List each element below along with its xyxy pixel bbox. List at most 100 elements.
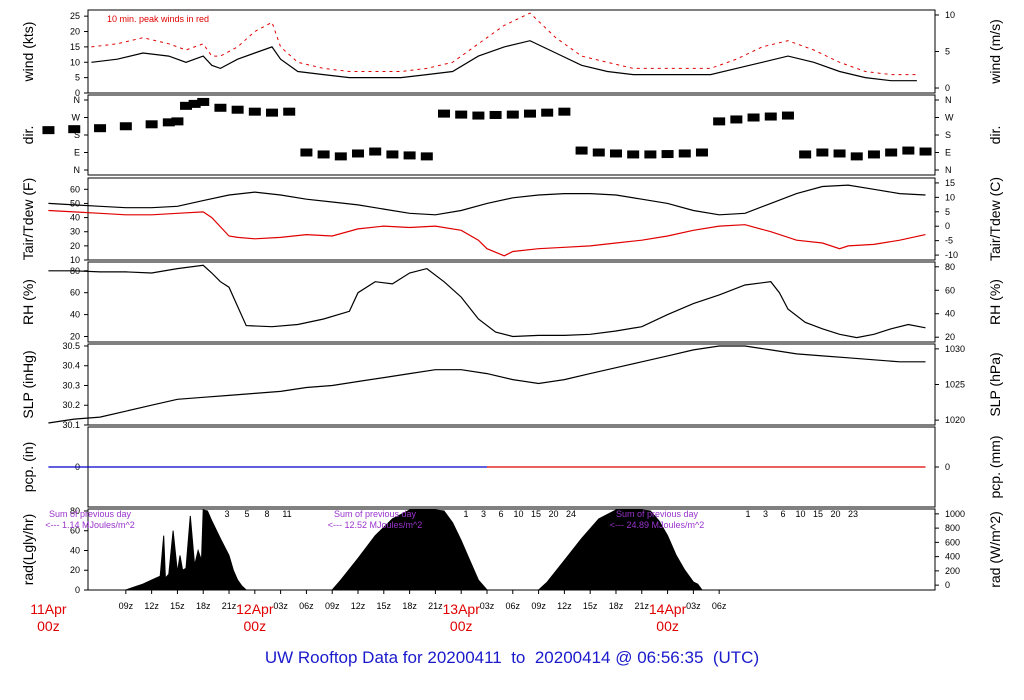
- left-tick-label: 0: [75, 585, 80, 595]
- left-tick-label: 30: [70, 227, 80, 237]
- direction-point: [171, 117, 184, 126]
- day-label: 13Apr: [443, 601, 481, 617]
- rad-note-line1: Sum of previous day: [616, 509, 699, 519]
- rad-hour-mark: 6: [498, 509, 503, 519]
- x-tick-label: 06z: [299, 601, 314, 611]
- rad-hour-mark: 20: [830, 509, 840, 519]
- right-tick-label: 200: [945, 566, 960, 576]
- direction-point: [902, 146, 915, 155]
- direction-point: [867, 150, 880, 159]
- rad-hour-mark: 24: [566, 509, 576, 519]
- x-tick-label: 09z: [119, 601, 134, 611]
- right-tick-label: 15: [945, 178, 955, 188]
- x-tick-label: 06z: [712, 601, 727, 611]
- ylabel-left: pcp. (in): [20, 442, 36, 493]
- left-tick-label: 60: [70, 526, 80, 536]
- ylabel-left: wind (kts): [20, 22, 36, 83]
- left-tick-label: 40: [70, 545, 80, 555]
- left-tick-label: 30.1: [62, 420, 80, 430]
- right-tick-label: 40: [945, 309, 955, 319]
- right-tick-label: 0: [945, 83, 950, 93]
- direction-point: [850, 152, 863, 161]
- direction-point: [523, 109, 536, 118]
- left-tick-label: 50: [70, 198, 80, 208]
- x-tick-label: 09z: [531, 601, 546, 611]
- left-tick-label: 80: [70, 506, 80, 516]
- day-label: 12Apr: [236, 601, 274, 617]
- rad-hour-mark: 15: [813, 509, 823, 519]
- x-axis: 09z 12z 15z 18z 21z 03z 06z 09z 12z 15z 18z 21z 03z 0…: [30, 590, 727, 634]
- series-RH: [48, 264, 926, 339]
- footer-time: 06:56:35: [637, 648, 704, 667]
- footer-at: @: [615, 648, 633, 667]
- ylabel-right: SLP (hPa): [987, 352, 1003, 416]
- direction-point: [713, 117, 726, 126]
- direction-point: [68, 125, 81, 134]
- day-time-label: 00z: [450, 618, 473, 634]
- direction-point: [627, 150, 640, 159]
- rad-hour-mark: 3: [763, 509, 768, 519]
- rad-hour-mark: 6: [780, 509, 785, 519]
- rad-hour-mark: 1: [204, 509, 209, 519]
- ylabel-right: Tair/Tdew (C): [987, 177, 1003, 261]
- direction-point: [197, 97, 210, 106]
- right-tick-label: 0: [945, 580, 950, 590]
- radiation-area: [125, 509, 703, 591]
- direction-point: [145, 120, 158, 129]
- right-tick-label: 20: [945, 332, 955, 342]
- panel-wind: wind (kts) wind (m/s) 0 5 10 15 20 25 0 5 10 10 min…: [20, 9, 1003, 98]
- panel-frame: [87, 177, 936, 261]
- direction-point: [541, 108, 554, 117]
- left-tick-label: 20: [70, 565, 80, 575]
- day-label: 11Apr: [30, 601, 67, 617]
- right-tick-label: E: [945, 148, 951, 158]
- footer-to: to: [511, 648, 526, 667]
- direction-point: [386, 150, 399, 159]
- x-tick-label: 09z: [325, 601, 340, 611]
- series-wind: [91, 40, 917, 82]
- wind-annotation: 10 min. peak winds in red: [107, 14, 209, 24]
- right-tick-label: 1020: [945, 415, 965, 425]
- rad-note-line2: <--- 12.52 MJoules/m^2: [328, 520, 423, 530]
- rad-hour-mark: 10: [795, 509, 805, 519]
- x-tick-label: 18z: [196, 601, 211, 611]
- right-tick-label: 600: [945, 537, 960, 547]
- series-SLP: [48, 345, 926, 424]
- left-tick-label: 20: [70, 27, 80, 37]
- direction-point: [188, 99, 201, 108]
- day-label: 14Apr: [649, 601, 687, 617]
- right-tick-label: -10: [945, 250, 958, 260]
- direction-point: [162, 118, 175, 127]
- footer-prefix: UW Rooftop Data for: [264, 648, 423, 667]
- left-tick-label: S: [74, 130, 80, 140]
- direction-point: [730, 115, 743, 124]
- direction-point: [180, 101, 193, 110]
- series-Tdew: [48, 209, 926, 257]
- rad-hour-mark: 11: [282, 509, 291, 519]
- left-tick-label: N: [74, 95, 81, 105]
- left-tick-label: 15: [70, 42, 80, 52]
- day-time-label: 00z: [244, 618, 267, 634]
- panel-rad: rad(Lgly/hr) rad (W/m^2)02040608002004006…: [20, 506, 1003, 595]
- direction-point: [609, 149, 622, 158]
- direction-point: [334, 152, 347, 161]
- x-tick-label: 18z: [609, 601, 624, 611]
- direction-point: [214, 103, 227, 112]
- panel-frame: [87, 343, 936, 426]
- panel-frame: [87, 261, 936, 343]
- left-tick-label: 40: [70, 213, 80, 223]
- rad-hour-mark: 3: [481, 509, 486, 519]
- left-tick-label: 10: [70, 255, 80, 265]
- rad-note-line1: Sum of previous day: [49, 509, 132, 519]
- panel-frame: [87, 94, 936, 176]
- left-tick-label: 30.3: [62, 380, 80, 390]
- x-tick-label: 21z: [428, 601, 443, 611]
- ylabel-left: dir.: [20, 126, 36, 145]
- left-tick-label: 25: [70, 11, 80, 21]
- direction-point: [799, 150, 812, 159]
- left-tick-label: E: [74, 148, 80, 158]
- rad-note-line2: <--- 1.14 MJoules/m^2: [45, 520, 135, 530]
- right-tick-label: 400: [945, 552, 960, 562]
